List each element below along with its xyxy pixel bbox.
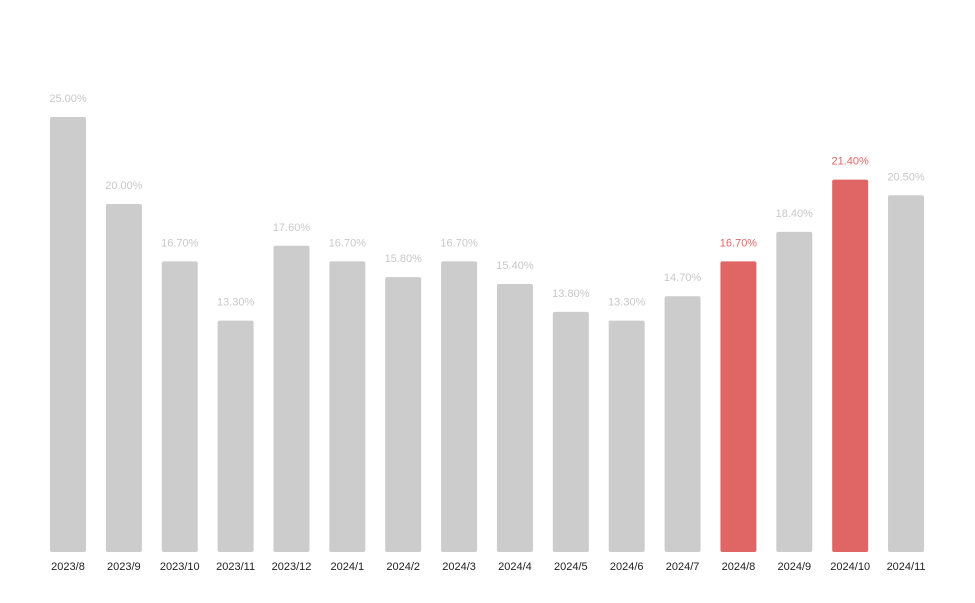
x-tick-2024-7: 2024/7 bbox=[666, 561, 700, 573]
x-tick-2024-5: 2024/5 bbox=[554, 561, 588, 573]
bar-2023-8 bbox=[50, 117, 86, 552]
value-label-2023-9: 20.00% bbox=[105, 180, 143, 192]
bar-2024-1 bbox=[329, 261, 366, 552]
x-tick-2023-12: 2023/12 bbox=[272, 561, 312, 573]
x-tick-2023-9: 2023/9 bbox=[107, 561, 141, 573]
value-label-2024-5: 13.80% bbox=[552, 288, 590, 300]
value-label-2023-11: 13.30% bbox=[217, 297, 255, 309]
value-label-2024-11: 20.50% bbox=[887, 171, 925, 183]
x-tick-2024-11: 2024/11 bbox=[887, 561, 926, 573]
value-label-2024-4: 15.40% bbox=[496, 260, 534, 272]
bar-2024-9 bbox=[776, 231, 813, 552]
x-tick-2023-11: 2023/11 bbox=[216, 561, 255, 573]
bars-group bbox=[50, 117, 925, 553]
x-tick-2023-10: 2023/10 bbox=[160, 561, 200, 573]
x-tick-2024-1: 2024/1 bbox=[331, 561, 365, 573]
bar-2024-2 bbox=[385, 277, 422, 552]
value-label-2024-10: 21.40% bbox=[832, 156, 870, 168]
bar-2024-6 bbox=[608, 320, 645, 552]
bar-2023-9 bbox=[105, 204, 142, 552]
x-tick-2024-3: 2024/3 bbox=[442, 561, 476, 573]
value-label-2024-1: 16.70% bbox=[329, 237, 367, 249]
bar-2024-3 bbox=[441, 261, 478, 552]
value-label-2023-8: 25.00% bbox=[49, 93, 87, 105]
value-label-2024-6: 13.30% bbox=[608, 297, 646, 309]
x-tick-2024-8: 2024/8 bbox=[722, 561, 756, 573]
value-label-2024-7: 14.70% bbox=[664, 272, 702, 284]
value-label-2024-3: 16.70% bbox=[440, 237, 478, 249]
bar-2024-8 bbox=[720, 261, 757, 552]
value-label-2023-12: 17.60% bbox=[273, 222, 311, 234]
value-labels-group: 25.00% 20.00% 16.70% 13.30% 17.60% 16.70% 15.8… bbox=[49, 93, 925, 309]
x-tick-2023-8: 2023/8 bbox=[51, 561, 85, 573]
bar-2024-7 bbox=[664, 296, 701, 552]
value-label-2024-8: 16.70% bbox=[720, 237, 758, 249]
x-tick-2024-2: 2024/2 bbox=[386, 561, 420, 573]
bar-2024-4 bbox=[496, 284, 533, 552]
bar-2024-11 bbox=[888, 195, 925, 553]
x-tick-2024-9: 2024/9 bbox=[777, 561, 811, 573]
bar-2024-5 bbox=[552, 311, 589, 552]
x-axis-ticks: 2023/8 2023/9 2023/10 2023/11 2023/12 2024/1 2… bbox=[51, 561, 925, 573]
bar-2023-10 bbox=[161, 261, 198, 552]
bar-2023-12 bbox=[273, 245, 310, 552]
x-tick-2024-6: 2024/6 bbox=[610, 561, 644, 573]
bar-2023-11 bbox=[217, 320, 254, 552]
value-label-2024-9: 18.40% bbox=[776, 208, 814, 220]
x-tick-2024-10: 2024/10 bbox=[830, 561, 870, 573]
x-tick-2024-4: 2024/4 bbox=[498, 561, 532, 573]
value-label-2024-2: 15.80% bbox=[385, 253, 423, 265]
bar-2024-10 bbox=[832, 179, 869, 552]
value-label-2023-10: 16.70% bbox=[161, 237, 199, 249]
